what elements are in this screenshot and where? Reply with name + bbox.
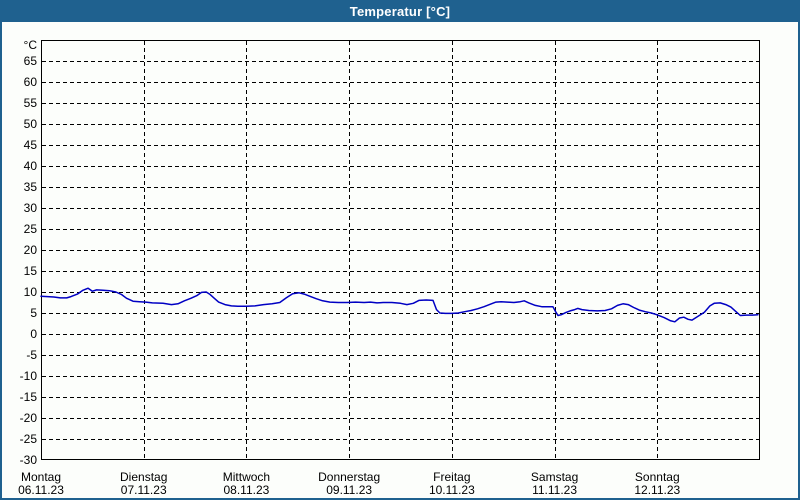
window-title: Temperatur [°C] bbox=[349, 3, 451, 19]
y-tick-label: 35 bbox=[24, 180, 38, 194]
y-tick-label: 40 bbox=[24, 159, 38, 173]
y-tick-label: 15 bbox=[24, 264, 38, 278]
y-tick-label: 30 bbox=[24, 201, 38, 215]
y-tick-label: -10 bbox=[20, 369, 38, 383]
title-bar: Temperatur [°C] bbox=[0, 0, 800, 22]
y-tick-label: 20 bbox=[24, 243, 38, 257]
y-axis-labels: 65605550454035302520151050-5-10-15-20-25… bbox=[20, 38, 38, 467]
y-tick-label: 50 bbox=[24, 117, 38, 131]
x-date-label: 08.11.23 bbox=[224, 483, 270, 497]
x-day-label: Samstag bbox=[531, 470, 578, 484]
y-gridlines bbox=[42, 61, 760, 440]
y-tick-label: -25 bbox=[20, 432, 38, 446]
y-tick-label: 65 bbox=[24, 54, 38, 68]
y-tick-label: 5 bbox=[30, 306, 37, 320]
y-tick-label: 25 bbox=[24, 222, 38, 236]
plot-border bbox=[41, 40, 760, 460]
x-day-label: Dienstag bbox=[120, 470, 167, 484]
y-tick-label: 0 bbox=[30, 327, 37, 341]
y-tick-label: -15 bbox=[20, 390, 38, 404]
x-day-label: Freitag bbox=[433, 470, 470, 484]
x-date-label: 06.11.23 bbox=[18, 483, 64, 497]
x-date-label: 10.11.23 bbox=[429, 483, 475, 497]
x-date-label: 09.11.23 bbox=[326, 483, 372, 497]
y-tick-label: 60 bbox=[24, 75, 38, 89]
y-axis-unit-label: °C bbox=[24, 38, 38, 52]
x-date-label: 12.11.23 bbox=[634, 483, 680, 497]
y-tick-label: 55 bbox=[24, 96, 38, 110]
x-date-label: 07.11.23 bbox=[121, 483, 167, 497]
temperature-line bbox=[40, 287, 759, 323]
y-tick-label: -30 bbox=[20, 453, 38, 467]
y-tick-label: -5 bbox=[26, 348, 37, 362]
y-tick-label: 45 bbox=[24, 138, 38, 152]
y-tick-label: 10 bbox=[24, 285, 38, 299]
x-day-label: Donnerstag bbox=[318, 470, 380, 484]
x-day-label: Montag bbox=[21, 470, 61, 484]
y-tick-label: -20 bbox=[20, 411, 38, 425]
x-day-label: Mittwoch bbox=[223, 470, 270, 484]
x-day-label: Sonntag bbox=[635, 470, 680, 484]
x-date-label: 11.11.23 bbox=[532, 483, 577, 497]
